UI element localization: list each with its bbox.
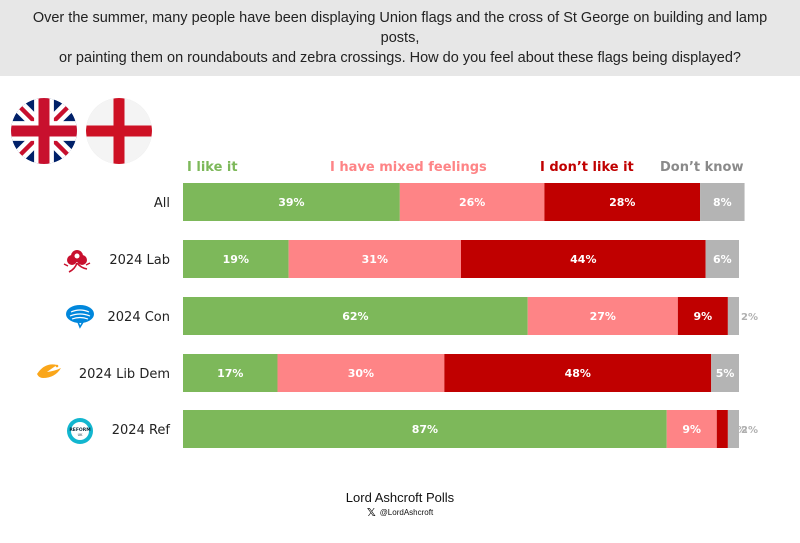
data-label: 2%	[741, 312, 758, 323]
bar-segment	[399, 183, 545, 221]
data-label: 87%	[412, 423, 438, 436]
category-label: 2024 Lab	[109, 253, 170, 268]
data-label: 27%	[590, 310, 616, 323]
reform-uk-icon: REFORM UK	[67, 418, 93, 444]
bar-segment	[716, 410, 728, 448]
category-label: 2024 Lib Dem	[79, 367, 170, 382]
legend-mixed: I have mixed feelings	[330, 160, 487, 175]
bar-segment	[727, 410, 739, 448]
legend-dont-know: Don’t know	[660, 160, 744, 175]
question-header: Over the summer, many people have been d…	[0, 0, 800, 76]
data-label: 48%	[565, 367, 591, 380]
bar-segment	[288, 240, 461, 278]
data-label: 30%	[348, 367, 374, 380]
bar-segment	[183, 297, 528, 335]
reform-logo-text: REFORM	[69, 427, 91, 433]
source-title: Lord Ashcroft Polls	[345, 490, 455, 505]
data-label: 9%	[682, 423, 701, 436]
data-label: 39%	[278, 196, 304, 209]
x-logo-icon: 𝕏	[366, 506, 376, 519]
data-label: 8%	[713, 196, 732, 209]
category-label: 2024 Ref	[112, 423, 171, 438]
data-label: 9%	[694, 310, 713, 323]
data-label: 28%	[609, 196, 635, 209]
stacked-bar-chart: I like it I have mixed feelings I don’t …	[37, 160, 758, 448]
bar-segment	[461, 240, 706, 278]
bar-segment	[666, 410, 717, 448]
bar-segment	[727, 297, 739, 335]
bar-segment	[544, 183, 701, 221]
data-label: 6%	[713, 253, 732, 266]
bar-segment	[705, 240, 739, 278]
category-label: All	[154, 196, 170, 211]
bar-segment	[183, 240, 289, 278]
conservative-tree-icon	[66, 305, 94, 329]
data-label: 26%	[459, 196, 485, 209]
data-label: 5%	[716, 367, 735, 380]
handle-text: @LordAshcroft	[379, 508, 434, 517]
labour-rose-icon	[63, 250, 91, 273]
bar-segment	[700, 183, 745, 221]
bar-segment	[527, 297, 678, 335]
data-label: 19%	[223, 253, 249, 266]
bar-area: All 39% 26% 28% 8% 2024 Lab 19% 31% 44% 6% 2024 Co…	[79, 183, 758, 448]
question-text: Over the summer, many people have been d…	[24, 8, 776, 68]
bar-segment	[183, 410, 667, 448]
bar-segment	[183, 354, 278, 392]
bar-segment	[444, 354, 712, 392]
legend-dislike: I don’t like it	[540, 160, 634, 175]
question-line-1: Over the summer, many people have been d…	[32, 10, 768, 46]
question-line-2: or painting them on roundabouts and zebr…	[59, 50, 741, 66]
data-label: 2%	[741, 425, 758, 436]
chart-legend: I like it I have mixed feelings I don’t …	[187, 160, 744, 175]
data-label: 44%	[570, 253, 596, 266]
legend-like: I like it	[187, 160, 238, 175]
bar-segment	[677, 297, 728, 335]
category-label: 2024 Con	[108, 310, 171, 325]
bar-segment	[183, 183, 400, 221]
data-label: 31%	[362, 253, 388, 266]
bar-segment	[277, 354, 445, 392]
social-handle: 𝕏 @LordAshcroft	[0, 506, 800, 519]
bar-segment	[711, 354, 739, 392]
data-label: 17%	[217, 367, 243, 380]
lib-dem-bird-icon	[37, 364, 61, 378]
reform-logo-sub: UK	[78, 433, 84, 437]
data-label: 62%	[342, 310, 368, 323]
st-george-cross-icon	[86, 98, 152, 164]
